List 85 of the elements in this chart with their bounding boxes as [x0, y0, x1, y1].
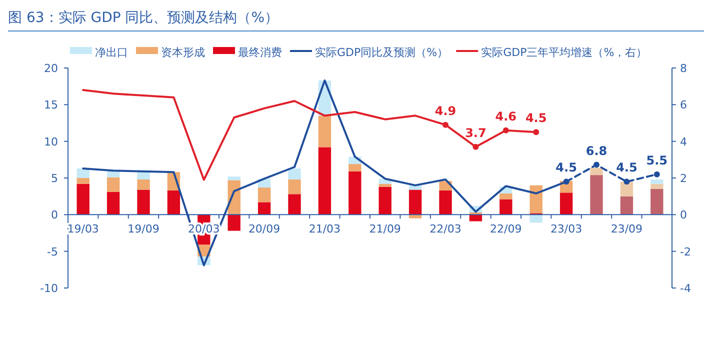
data-label: 4.5 [556, 160, 577, 175]
bar [650, 179, 664, 184]
y2-tick-label: 6 [680, 98, 687, 112]
bar [620, 196, 634, 215]
x-tick-label: 23/09 [610, 222, 643, 236]
legend-label: 最终消费 [238, 46, 282, 59]
bar [288, 179, 301, 194]
bar [258, 188, 271, 202]
x-tick-label: 21/03 [308, 222, 341, 236]
bar [590, 168, 603, 176]
bar [288, 168, 301, 180]
bar [228, 214, 240, 231]
bar [258, 202, 271, 215]
bar [167, 190, 180, 215]
bar [76, 178, 90, 184]
bar [378, 184, 392, 187]
data-label: 5.5 [646, 153, 668, 168]
data-label: 3.7 [465, 126, 486, 140]
point [563, 178, 570, 185]
y2-tick-label: 2 [680, 172, 687, 185]
y-tick-label: -10 [40, 282, 58, 295]
x-tick-label: 20/09 [248, 222, 280, 236]
data-label: 4.5 [616, 160, 638, 175]
bar [348, 164, 362, 172]
bar [620, 182, 634, 196]
legend-label: 实际GDP三年平均增速（%，右） [481, 46, 648, 59]
point [472, 144, 479, 150]
y2-tick-label: -4 [680, 282, 691, 295]
bar [650, 189, 664, 215]
bar [106, 177, 120, 192]
y2-tick-label: 4 [680, 135, 687, 148]
y-tick-label: 20 [44, 62, 58, 75]
bar [137, 172, 150, 180]
y-tick-label: -5 [47, 245, 58, 258]
y-tick-label: 0 [51, 208, 58, 222]
bar [408, 190, 422, 215]
x-tick-label: 19/03 [67, 222, 99, 236]
data-label: 4.9 [434, 104, 456, 118]
bar [318, 116, 332, 148]
point [594, 162, 600, 168]
bar [106, 192, 120, 215]
bar [288, 194, 301, 215]
x-tick-label: 21/09 [369, 222, 401, 236]
y2-tick-label: -2 [680, 245, 691, 258]
point [533, 129, 540, 136]
bar [439, 190, 452, 215]
x-tick-label: 22/09 [490, 222, 522, 236]
point [624, 178, 630, 185]
bar [228, 176, 240, 180]
bar [500, 193, 512, 200]
x-tick-label: 22/03 [430, 222, 462, 236]
bar [408, 214, 422, 218]
bar [650, 184, 664, 189]
bar [76, 184, 90, 215]
bar [560, 192, 573, 215]
legend-label: 实际GDP同比及预测（%） [315, 46, 448, 59]
x-tick-label: 23/03 [550, 222, 582, 236]
bar [137, 179, 150, 190]
data-label: 6.8 [586, 144, 608, 158]
bar [378, 186, 392, 215]
point [502, 127, 509, 134]
bar [137, 190, 150, 215]
y2-tick-label: 0 [680, 208, 687, 222]
legend-label: 净出口 [95, 46, 128, 59]
bar [500, 199, 512, 215]
x-tick-label: 20/03 [188, 222, 220, 236]
data-label: 4.6 [495, 109, 517, 124]
y2-tick-label: 8 [680, 62, 687, 75]
x-tick-label: 19/09 [128, 222, 160, 236]
bar [318, 147, 332, 215]
legend-label: 资本形成 [161, 46, 205, 59]
y-tick-label: 15 [44, 98, 58, 112]
bar [530, 185, 542, 214]
bar [469, 214, 482, 222]
bar [530, 214, 542, 223]
chart-title: 图 63：实际 GDP 同比、预测及结构（%） [8, 10, 279, 26]
y-tick-label: 10 [44, 135, 58, 148]
y-tick-label: 5 [51, 172, 58, 185]
point [442, 122, 448, 128]
data-label: 4.5 [525, 111, 547, 126]
point [654, 171, 660, 178]
bar [348, 171, 362, 215]
bar [106, 171, 120, 178]
bar [590, 175, 603, 215]
bar [76, 168, 90, 178]
